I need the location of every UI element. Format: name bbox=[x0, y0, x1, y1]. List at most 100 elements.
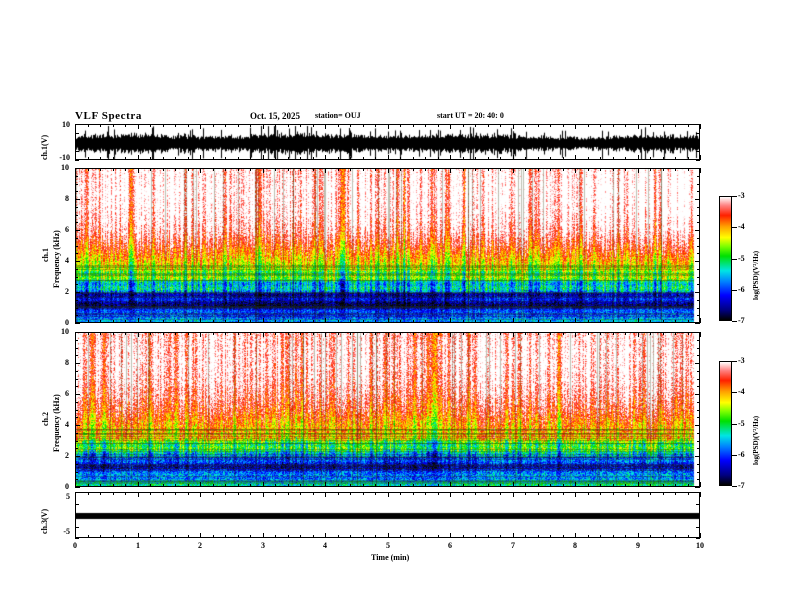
axis-tick bbox=[697, 348, 700, 349]
axis-tick bbox=[538, 332, 539, 335]
axis-tick bbox=[388, 318, 389, 323]
axis-tick bbox=[675, 492, 676, 495]
axis-tick bbox=[75, 238, 78, 239]
axis-tick bbox=[463, 168, 464, 171]
axis-tick bbox=[263, 155, 264, 160]
axis-tick bbox=[288, 484, 289, 487]
axis-tick bbox=[525, 320, 526, 323]
axis-tick bbox=[450, 318, 451, 323]
axis-tick bbox=[613, 484, 614, 487]
axis-tick bbox=[100, 484, 101, 487]
axis-tick bbox=[500, 484, 501, 487]
axis-tick bbox=[732, 486, 737, 487]
axis-tick bbox=[413, 124, 414, 127]
axis-tick bbox=[538, 168, 539, 171]
axis-tick bbox=[275, 492, 276, 495]
axis-tick-label: 8 bbox=[573, 541, 577, 550]
axis-tick bbox=[525, 484, 526, 487]
axis-tick bbox=[138, 533, 139, 538]
axis-tick bbox=[88, 492, 89, 495]
axis-tick bbox=[188, 157, 189, 160]
axis-tick bbox=[238, 168, 239, 171]
axis-tick bbox=[697, 386, 700, 387]
axis-tick bbox=[150, 332, 151, 335]
axis-tick bbox=[625, 157, 626, 160]
axis-tick bbox=[697, 417, 700, 418]
x-axis-label: Time (min) bbox=[371, 553, 410, 562]
axis-tick bbox=[732, 455, 737, 456]
axis-tick bbox=[375, 168, 376, 171]
axis-tick bbox=[100, 124, 101, 127]
axis-tick bbox=[363, 168, 364, 171]
axis-tick bbox=[425, 168, 426, 171]
ch1-waveform-trace bbox=[76, 125, 699, 159]
axis-tick bbox=[75, 168, 76, 173]
axis-tick bbox=[538, 492, 539, 495]
axis-tick-label: 6 bbox=[65, 225, 69, 234]
axis-tick bbox=[638, 492, 639, 497]
axis-tick bbox=[575, 155, 576, 160]
axis-tick bbox=[400, 332, 401, 335]
axis-tick bbox=[688, 168, 689, 171]
axis-tick bbox=[75, 253, 78, 254]
axis-tick bbox=[638, 155, 639, 160]
axis-tick bbox=[125, 484, 126, 487]
ch2-spectrogram-image bbox=[76, 333, 699, 486]
axis-tick bbox=[675, 320, 676, 323]
axis-tick bbox=[75, 417, 78, 418]
axis-tick bbox=[600, 484, 601, 487]
axis-tick bbox=[513, 492, 514, 497]
axis-tick bbox=[75, 504, 79, 505]
axis-tick bbox=[300, 332, 301, 335]
axis-tick-label: -5 bbox=[738, 419, 745, 428]
axis-tick bbox=[525, 157, 526, 160]
axis-tick bbox=[588, 168, 589, 171]
axis-tick bbox=[625, 535, 626, 538]
axis-tick-label: 2 bbox=[65, 451, 69, 460]
axis-tick bbox=[650, 535, 651, 538]
axis-tick bbox=[363, 320, 364, 323]
axis-tick-label: 10 bbox=[696, 541, 704, 550]
header-date: Oct. 15, 2025 bbox=[250, 111, 300, 121]
axis-tick bbox=[113, 157, 114, 160]
axis-tick bbox=[625, 124, 626, 127]
axis-tick bbox=[463, 492, 464, 495]
axis-tick bbox=[488, 484, 489, 487]
axis-tick bbox=[150, 535, 151, 538]
axis-tick-label: 7 bbox=[511, 541, 515, 550]
axis-tick bbox=[150, 484, 151, 487]
axis-tick bbox=[675, 157, 676, 160]
axis-tick bbox=[695, 425, 700, 426]
axis-tick bbox=[463, 484, 464, 487]
axis-tick bbox=[163, 332, 164, 335]
axis-tick bbox=[696, 142, 700, 143]
axis-tick bbox=[188, 168, 189, 171]
axis-tick-label: -5 bbox=[738, 254, 745, 263]
axis-tick bbox=[388, 533, 389, 538]
axis-tick bbox=[688, 484, 689, 487]
axis-tick bbox=[213, 332, 214, 335]
axis-tick bbox=[675, 124, 676, 127]
axis-tick bbox=[732, 290, 737, 291]
axis-tick bbox=[138, 168, 139, 173]
axis-tick bbox=[696, 504, 700, 505]
axis-tick-label: -7 bbox=[738, 316, 745, 325]
axis-tick bbox=[300, 124, 301, 127]
axis-tick bbox=[613, 124, 614, 127]
axis-tick bbox=[75, 142, 79, 143]
axis-tick bbox=[138, 124, 139, 129]
axis-tick bbox=[450, 168, 451, 173]
axis-tick bbox=[113, 124, 114, 127]
axis-tick bbox=[438, 168, 439, 171]
axis-tick bbox=[700, 533, 701, 538]
axis-tick bbox=[238, 124, 239, 127]
axis-tick-label: 8 bbox=[65, 194, 69, 203]
axis-tick bbox=[75, 533, 76, 538]
axis-tick bbox=[88, 124, 89, 127]
axis-tick bbox=[113, 492, 114, 495]
axis-tick bbox=[425, 124, 426, 127]
axis-tick bbox=[588, 320, 589, 323]
axis-tick bbox=[413, 320, 414, 323]
axis-tick bbox=[613, 535, 614, 538]
